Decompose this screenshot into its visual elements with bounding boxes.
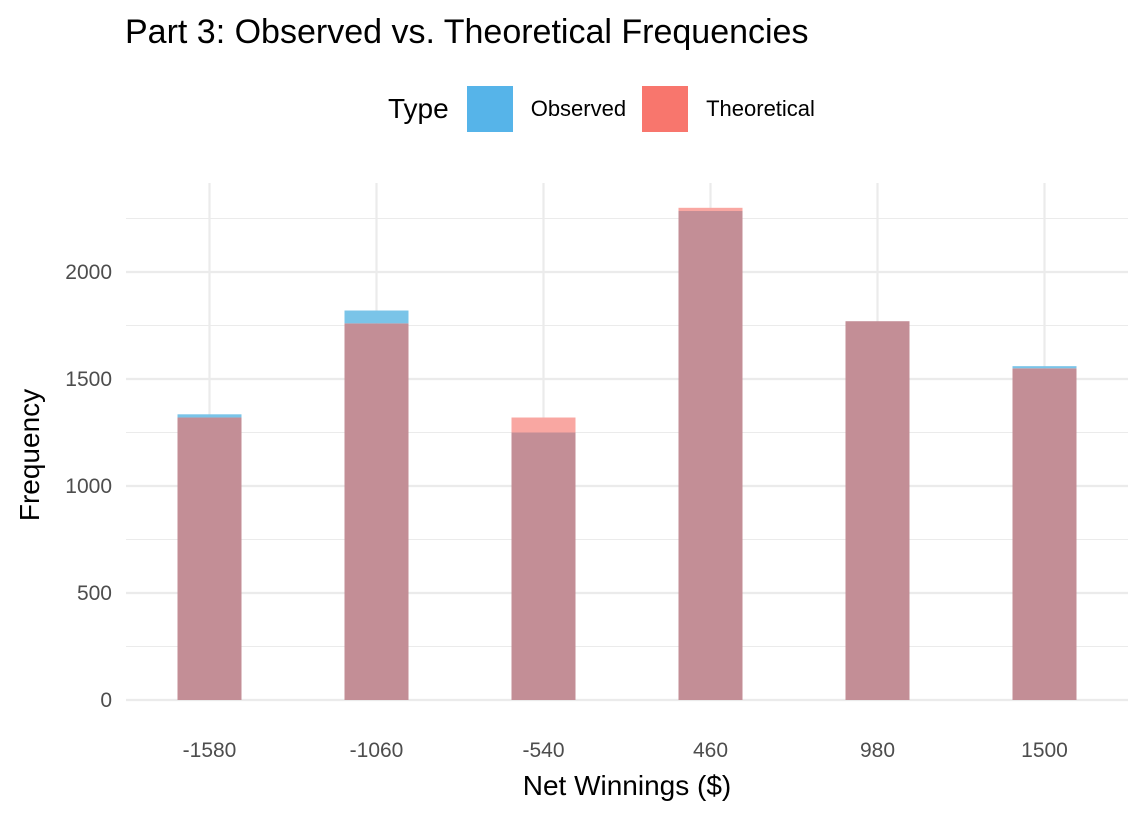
- bar-theoretical-excess-460: [678, 207, 743, 212]
- x-tick-label: 460: [693, 739, 728, 762]
- y-tick-label: 1000: [65, 475, 112, 498]
- y-tick-label: 0: [100, 689, 112, 712]
- legend-item-observed: Observed: [466, 86, 627, 132]
- legend-label-theoretical: Theoretical: [706, 96, 815, 121]
- bar-observed-excess--1060: [344, 310, 409, 324]
- bar-overlap-1500: [1012, 368, 1077, 700]
- bar-overlap-460: [678, 211, 743, 700]
- bar-overlap--540: [511, 432, 576, 700]
- tick-labels: 0 500 1000 1500 2000 -1580 -1060 -540 460 980 1500: [65, 261, 1068, 762]
- x-tick-label: -540: [522, 739, 564, 762]
- bar-theoretical-excess--540: [511, 417, 576, 433]
- bar-observed-excess-1500: [1012, 366, 1077, 369]
- x-axis-title: Net Winnings ($): [523, 770, 732, 801]
- legend-key-theoretical: [642, 86, 689, 132]
- x-tick-label: 980: [860, 739, 895, 762]
- legend-label-observed: Observed: [530, 96, 627, 121]
- bar-overlap--1060: [344, 323, 409, 700]
- legend: Type Observed Theoretical: [388, 86, 831, 132]
- bar-overlap--1580: [177, 417, 242, 700]
- bars: [177, 207, 1077, 700]
- chart-title: Part 3: Observed vs. Theoretical Frequen…: [125, 13, 809, 51]
- x-tick-label: -1580: [183, 739, 237, 762]
- x-tick-label: 1500: [1021, 739, 1068, 762]
- y-tick-label: 1500: [65, 368, 112, 391]
- bar-overlap-980: [845, 321, 910, 700]
- x-tick-label: -1060: [350, 739, 404, 762]
- y-axis-title: Frequency: [14, 389, 45, 521]
- y-tick-label: 2000: [65, 261, 112, 284]
- y-tick-label: 500: [77, 582, 112, 605]
- bar-observed-excess--1580: [177, 414, 242, 418]
- legend-key-observed: [466, 86, 513, 132]
- grid: [126, 183, 1128, 702]
- legend-title: Type: [388, 93, 449, 124]
- legend-item-theoretical: Theoretical: [642, 86, 815, 132]
